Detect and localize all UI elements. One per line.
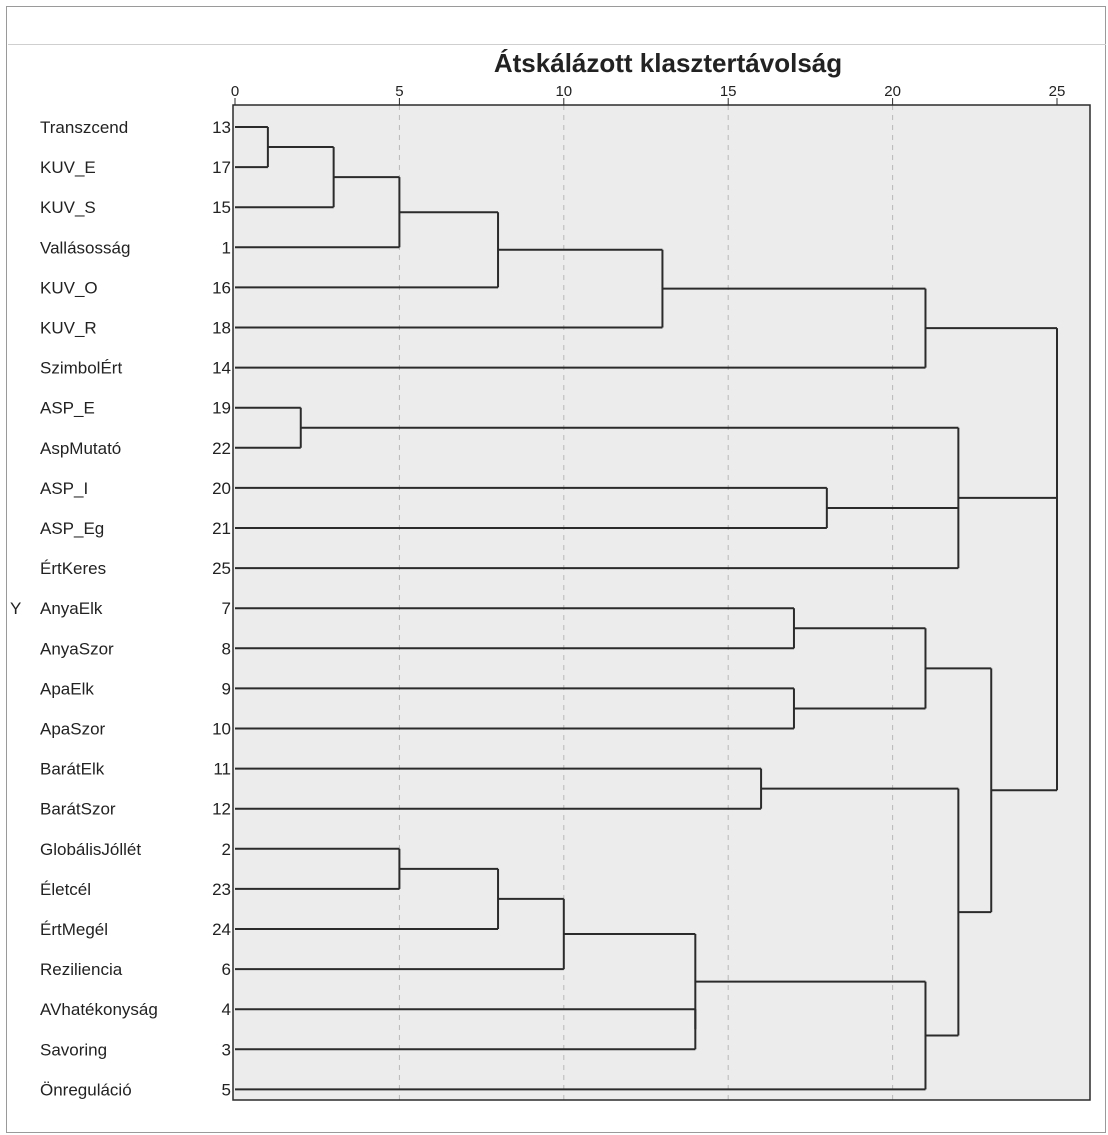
leaf-label: Transzcend: [40, 118, 128, 137]
leaf-case-number: 9: [222, 679, 231, 698]
leaf-label: AnyaElk: [40, 599, 103, 618]
leaf-label: SzimbolÉrt: [40, 359, 122, 378]
leaf-label: GlobálisJóllét: [40, 840, 141, 859]
leaf-case-number: 13: [212, 118, 231, 137]
leaf-label: Vallásosság: [40, 238, 130, 257]
leaf-case-number: 7: [222, 599, 231, 618]
leaf-label: Önreguláció: [40, 1080, 132, 1099]
leaf-label: ApaSzor: [40, 720, 106, 739]
leaf-case-number: 5: [222, 1080, 231, 1099]
leaf-label: AnyaSzor: [40, 639, 114, 658]
leaf-case-number: 19: [212, 399, 231, 418]
leaf-case-number: 6: [222, 960, 231, 979]
leaf-label: BarátElk: [40, 760, 105, 779]
leaf-case-number: 20: [212, 479, 231, 498]
x-tick-label: 5: [395, 83, 403, 100]
x-tick-label: 0: [231, 83, 239, 100]
leaf-case-number: 2: [222, 840, 231, 859]
x-tick-label: 25: [1049, 83, 1066, 100]
dendrogram-lines: [235, 126, 1058, 1091]
leaf-label: ASP_Eg: [40, 519, 104, 538]
leaf-case-number: 15: [212, 198, 231, 217]
leaf-label: ÉrtKeres: [40, 559, 106, 578]
leaf-label: Savoring: [40, 1040, 107, 1059]
leaf-label: AspMutató: [40, 439, 121, 458]
leaf-case-number: 1: [222, 238, 231, 257]
leaf-case-number: 18: [212, 319, 231, 338]
leaf-labels: Transzcend 13 KUV_E 17 KUV_S 15 Vallásosság 1 KU…: [40, 118, 231, 1099]
leaf-label: ASP_I: [40, 479, 88, 498]
leaf-case-number: 23: [212, 880, 231, 899]
leaf-label: ApaElk: [40, 679, 94, 698]
leaf-case-number: 8: [222, 639, 231, 658]
leaf-label: Reziliencia: [40, 960, 123, 979]
leaf-label: KUV_S: [40, 198, 96, 217]
leaf-label: KUV_O: [40, 278, 98, 297]
leaf-case-number: 4: [222, 1000, 231, 1019]
leaf-label: BarátSzor: [40, 800, 116, 819]
leaf-case-number: 17: [212, 158, 231, 177]
leaf-label: Életcél: [40, 880, 91, 899]
plot-border: [232, 104, 1091, 1101]
leaf-case-number: 25: [212, 559, 231, 578]
leaf-case-number: 22: [212, 439, 231, 458]
leaf-label: KUV_R: [40, 319, 97, 338]
x-tick-label: 15: [720, 83, 737, 100]
leaf-case-number: 14: [212, 359, 231, 378]
toolbar-divider: [8, 44, 1106, 45]
leaf-label: KUV_E: [40, 158, 96, 177]
chart-title: Átskálázott klasztertávolság: [494, 48, 842, 78]
y-axis-label: Y: [10, 599, 21, 618]
x-tick-label: 10: [555, 83, 572, 100]
leaf-label: AVhatékonyság: [40, 1000, 158, 1019]
leaf-case-number: 11: [213, 760, 231, 779]
leaf-case-number: 10: [212, 720, 231, 739]
x-tick-label: 20: [884, 83, 901, 100]
leaf-case-number: 12: [212, 800, 231, 819]
leaf-case-number: 16: [212, 278, 231, 297]
leaf-case-number: 3: [222, 1040, 231, 1059]
leaf-label: ÉrtMegél: [40, 920, 108, 939]
x-axis-ticks: 0 5 10 15 20 25: [231, 83, 1066, 105]
leaf-case-number: 24: [212, 920, 231, 939]
leaf-case-number: 21: [212, 519, 231, 538]
leaf-label: ASP_E: [40, 399, 95, 418]
